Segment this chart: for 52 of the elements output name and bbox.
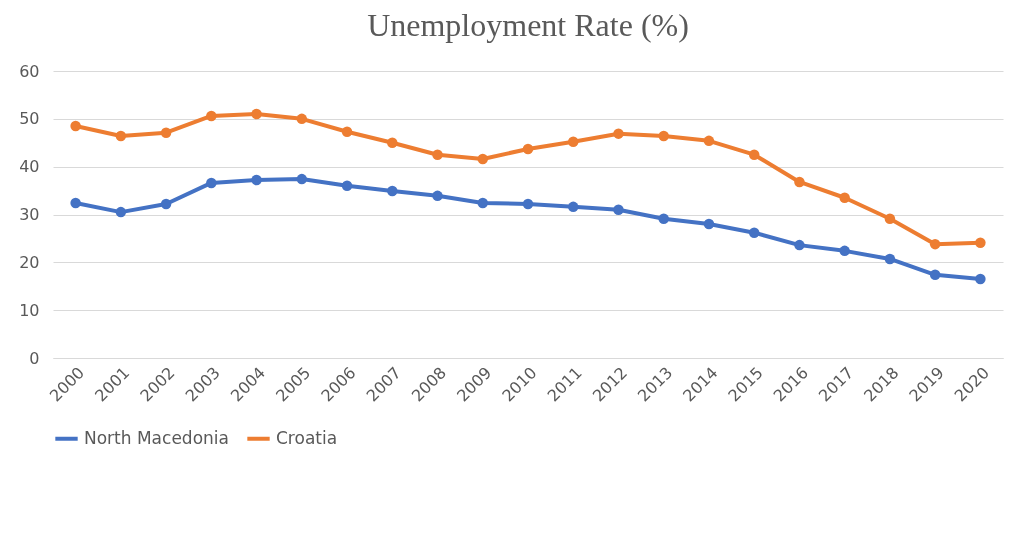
point [522,198,534,210]
point [884,253,896,265]
point [160,127,172,138]
chart-title: Unemployment Rate (%) [367,7,689,43]
point [251,174,262,186]
y-tick-label: 40 [19,157,40,177]
point [160,198,172,210]
point [115,130,127,142]
point [341,126,353,137]
y-tick-label: 30 [19,205,40,224]
y-tick-label: 10 [19,300,40,320]
point [522,143,534,155]
point [839,245,850,257]
point [341,180,353,192]
point [432,190,443,202]
point [658,130,669,142]
point [251,108,262,120]
point [703,135,715,147]
point [748,227,760,238]
point [296,173,308,185]
point [884,213,896,225]
point [477,153,489,165]
point [432,149,443,160]
point [929,238,941,250]
point [975,273,986,285]
point [703,218,715,230]
point [70,197,81,209]
point [975,237,986,248]
y-tick-label: 60 [19,61,40,81]
point [613,128,624,139]
point [929,269,941,280]
point [658,213,669,225]
y-tick-label: 20 [19,252,40,272]
point [567,201,579,213]
point [70,120,81,132]
point [839,192,850,203]
point [794,176,805,188]
point [296,113,308,125]
point [477,197,489,209]
point [613,204,624,215]
legend-label: North Macedonia [84,427,229,448]
y-tick-label: 50 [19,109,40,129]
point [387,137,398,148]
point [115,206,127,218]
point [387,185,398,197]
point [206,110,217,122]
point [206,177,217,189]
point [567,136,579,148]
y-tick-label: 0 [29,348,40,368]
legend-label: Croatia [276,427,338,448]
point [794,239,805,251]
point [748,149,760,160]
